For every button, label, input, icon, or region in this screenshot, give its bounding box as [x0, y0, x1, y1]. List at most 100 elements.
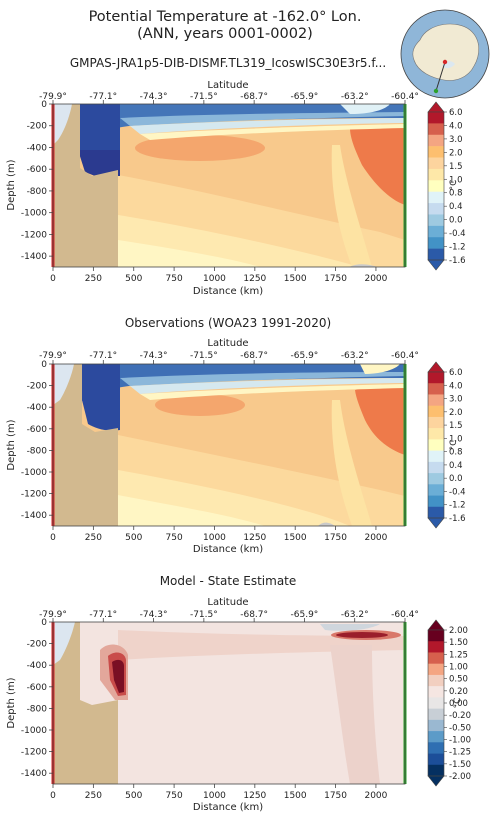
y-axis-ticks: 0 -200 -400 -600 -800 -1000 -1200 -1400 — [21, 100, 53, 262]
colorbar-unit: °C — [449, 180, 459, 191]
panel-title: GMPAS-JRA1p5-DIB-DISMF.TL319_IcoswISC30E… — [70, 56, 386, 70]
y-tick-label: -600 — [27, 425, 48, 435]
colorbar-segment — [428, 383, 444, 395]
colorbar-extend-max — [427, 101, 445, 113]
y-tick-label: 0 — [41, 100, 47, 110]
y-axis-ticks: 0 -200 -400 -600 -800 -1000 -1200 -1400 — [21, 360, 53, 521]
x-tick-label: 2000 — [364, 274, 387, 284]
y-tick-label: -1400 — [21, 511, 47, 521]
latitude-ticks: -79.9° -77.1° -74.3° -71.5° -68.7° -65.9° -63.… — [39, 610, 419, 622]
colorbar-extend-min — [427, 775, 445, 787]
x-tick-label: 1000 — [203, 274, 226, 284]
y-tick-label: -1200 — [21, 230, 47, 240]
latitude-ticks: -79.9° -77.1° -74.3° -71.5° -68.7° -65.9° -63.… — [39, 92, 419, 104]
colorbar-unit: °C — [453, 698, 463, 709]
x-tick-label: 1500 — [284, 274, 307, 284]
x-tick-label: 750 — [166, 274, 183, 284]
x-tick-label: 0 — [50, 791, 56, 801]
inset-start-marker — [442, 59, 448, 65]
colorbar-tick-label: 2.00 — [449, 626, 468, 636]
x-tick-label: 1250 — [243, 274, 266, 284]
latitude-tick-label: -60.4° — [391, 610, 419, 620]
colorbar-extend-min — [427, 517, 445, 529]
latitude-tick-label: -63.2° — [341, 351, 369, 361]
latitude-tick-label: -74.3° — [140, 351, 168, 361]
y-tick-label: -400 — [27, 403, 48, 413]
plot-frame — [52, 363, 406, 527]
colorbar-frame — [427, 371, 445, 519]
colorbar-segment — [428, 641, 444, 653]
colorbar-tick-label: 3.0 — [449, 135, 463, 145]
colorbar-tick-label: 2.0 — [449, 408, 463, 418]
colorbar-tick-label: 2.0 — [449, 148, 463, 158]
colorbar-frame — [427, 111, 445, 261]
latitude-tick-label: -77.1° — [89, 351, 117, 361]
x-axis-label: Distance (km) — [193, 286, 263, 297]
x-tick-label: 1000 — [203, 533, 226, 543]
colorbar-segment — [428, 630, 444, 642]
y-axis-label: Depth (m) — [6, 677, 17, 728]
x-axis-label: Distance (km) — [193, 544, 263, 555]
y-tick-label: -200 — [27, 640, 48, 650]
latitude-tick-label: -63.2° — [341, 610, 369, 620]
difference-field — [53, 622, 405, 784]
colorbar-tick-label: -1.2 — [449, 501, 466, 511]
latitude-axis-label: Latitude — [207, 338, 248, 349]
temperature-field — [53, 364, 405, 526]
colorbar-tick-label: 0.8 — [449, 189, 463, 199]
latitude-ticks: -79.9° -77.1° -74.3° -71.5° -68.7° -65.9° -63.… — [39, 351, 419, 364]
latitude-tick-label: -63.2° — [341, 92, 369, 102]
colorbar-tick-label: 1.5 — [449, 162, 463, 172]
plot-frame — [52, 103, 406, 268]
colorbar-tick-label: -0.50 — [449, 723, 471, 733]
colorbar-tick-label: 1.5 — [449, 421, 463, 431]
latitude-axis-label: Latitude — [207, 597, 248, 608]
panel-model: GMPAS-JRA1p5-DIB-DISMF.TL319_IcoswISC30E… — [6, 56, 466, 297]
colorbar-segment — [428, 742, 444, 754]
y-tick-label: -1000 — [21, 726, 47, 736]
colorbar-tick-label: -1.50 — [449, 760, 471, 770]
colorbar-segment — [428, 495, 444, 508]
panel-title: Model - State Estimate — [160, 574, 297, 588]
latitude-tick-label: -79.9° — [39, 610, 67, 620]
x-tick-label: 500 — [125, 274, 142, 284]
colorbar-segment — [428, 674, 444, 687]
y-tick-label: -1400 — [21, 769, 47, 779]
colorbar-tick-label: 4.0 — [449, 121, 463, 131]
colorbar-extend-min — [427, 259, 445, 271]
colorbar: 6.0 4.0 3.0 2.0 1.5 1.0 0.8 0.4 0.0 -0.4 -1.2 -1.6 — [427, 361, 466, 529]
colorbar-tick-label: 1.50 — [449, 638, 468, 648]
y-tick-label: 0 — [41, 618, 47, 628]
colorbar: 6.0 4.0 3.0 2.0 1.5 1.0 0.8 0.4 0.0 -0.4 -1.2 -1.6 — [427, 101, 466, 271]
colorbar-tick-label: 1.00 — [449, 663, 468, 673]
y-axis-ticks: 0 -200 -400 -600 -800 -1000 -1200 -1400 — [21, 618, 53, 779]
colorbar-segment — [428, 416, 444, 429]
y-tick-label: -800 — [27, 187, 48, 197]
y-tick-label: -200 — [27, 122, 48, 132]
x-tick-label: 1250 — [243, 533, 266, 543]
colorbar-segment — [428, 764, 444, 777]
figure-subtitle: (ANN, years 0001-0002) — [137, 26, 313, 42]
y-tick-label: -1200 — [21, 490, 47, 500]
colorbar-tick-label: -1.00 — [449, 736, 471, 746]
y-tick-label: -600 — [27, 683, 48, 693]
inset-antarctica — [412, 23, 480, 81]
colorbar-segment — [428, 180, 444, 192]
latitude-tick-label: -65.9° — [291, 610, 319, 620]
colorbar-segment — [428, 372, 444, 384]
latitude-tick-label: -74.3° — [140, 92, 168, 102]
inset-transect-line — [435, 61, 446, 92]
latitude-axis-label: Latitude — [207, 80, 248, 91]
colorbar-segment — [428, 123, 444, 136]
x-tick-label: 2000 — [364, 533, 387, 543]
colorbar-segment — [428, 663, 444, 676]
latitude-tick-label: -65.9° — [291, 351, 319, 361]
colorbar-tick-label: -0.4 — [449, 229, 466, 239]
y-tick-label: -1000 — [21, 468, 47, 478]
colorbar-segment — [428, 473, 444, 485]
y-tick-label: -200 — [27, 382, 48, 392]
colorbar-segment — [428, 157, 444, 170]
colorbar-tick-label: 0.20 — [449, 687, 468, 697]
colorbar-tick-label: -1.6 — [449, 514, 466, 524]
